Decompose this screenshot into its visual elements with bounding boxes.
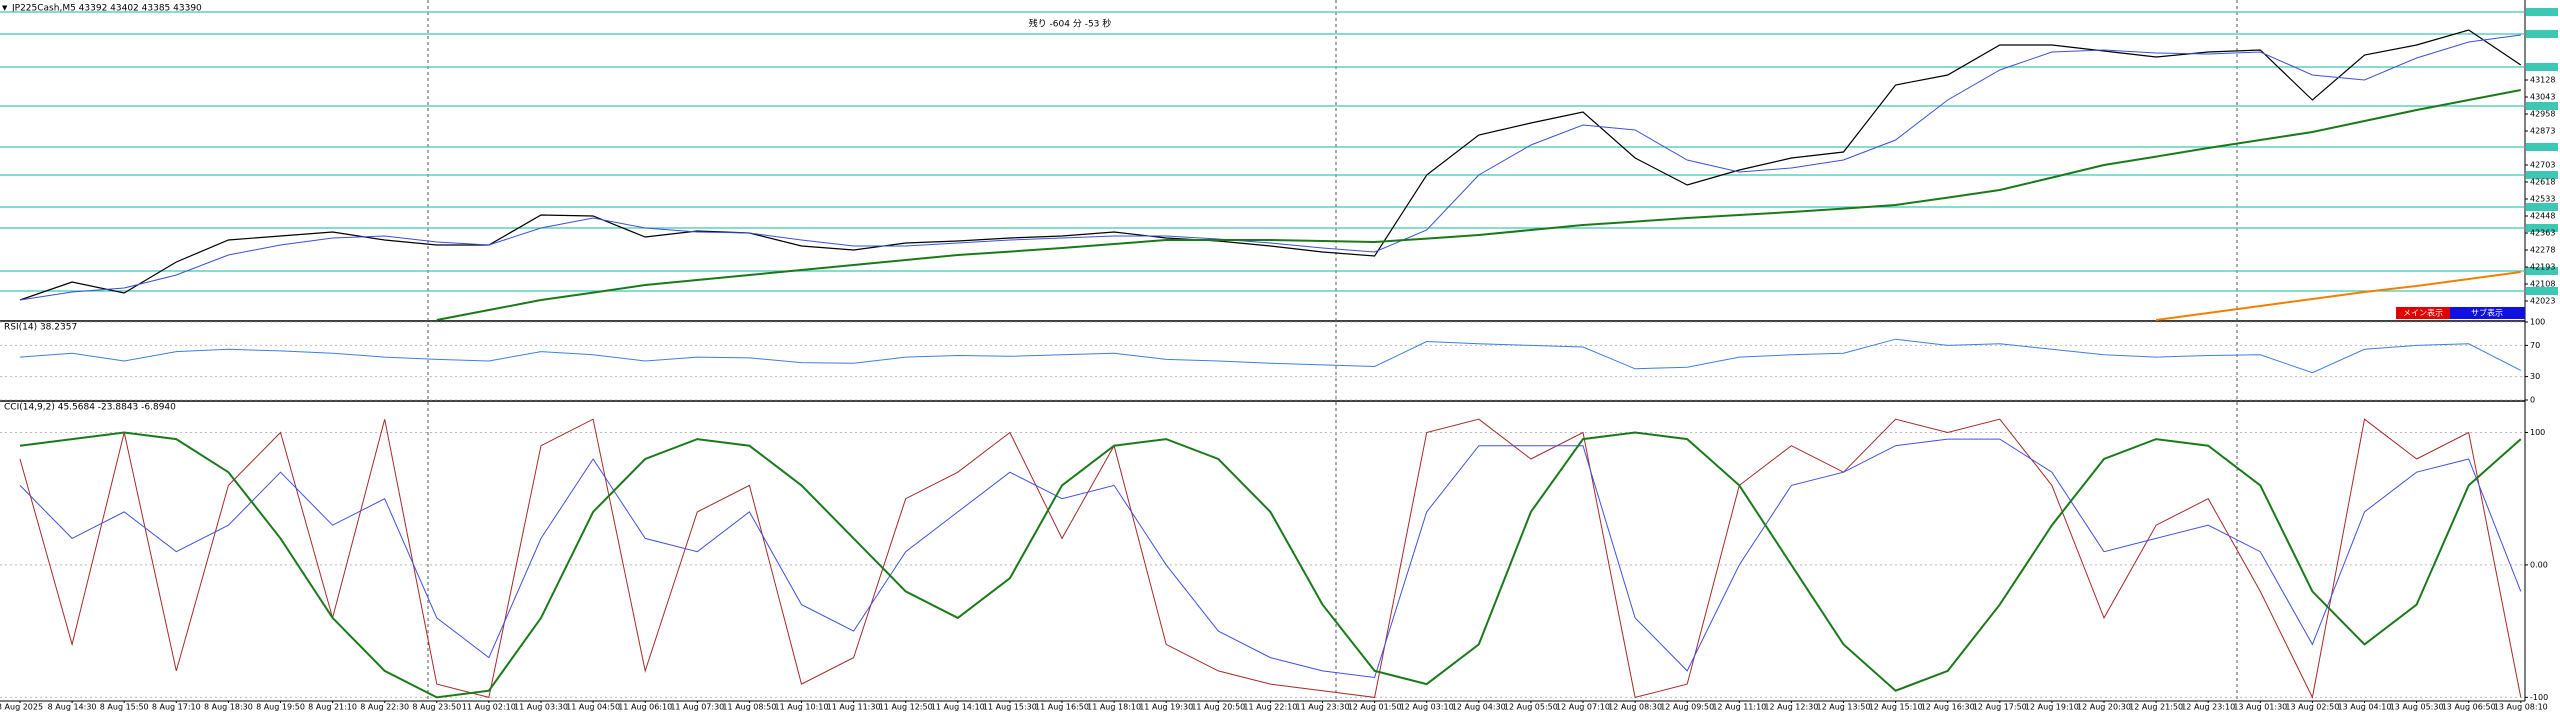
y-tick-label: 42703 [2530, 161, 2555, 170]
x-tick-label: 11 Aug 19:30 [1139, 703, 1193, 712]
sub-button[interactable] [2450, 307, 2525, 319]
x-tick-label: 11 Aug 04:50 [566, 703, 620, 712]
x-tick-label: 11 Aug 08:50 [722, 703, 776, 712]
x-tick-label: 11 Aug 12:50 [879, 703, 933, 712]
x-tick-label: 12 Aug 21:50 [2129, 703, 2183, 712]
x-tick-label: 8 Aug 23:50 [412, 703, 461, 712]
level-tag [2526, 203, 2558, 211]
x-tick-label: 11 Aug 14:10 [931, 703, 985, 712]
x-tick-label: 8 Aug 18:30 [204, 703, 253, 712]
x-tick-label: 13 Aug 02:50 [2285, 703, 2339, 712]
y-tick-label: 0.00 [2530, 560, 2548, 569]
x-tick-label: 13 Aug 01:30 [2233, 703, 2287, 712]
x-tick-label: 12 Aug 05:50 [1504, 703, 1558, 712]
x-tick-label: 8 Aug 22:30 [360, 703, 409, 712]
x-tick-label: 8 Aug 2025 [0, 703, 43, 712]
y-tick-label: 42023 [2530, 297, 2555, 306]
x-tick-label: 13 Aug 08:10 [2494, 703, 2548, 712]
y-tick-label: 100 [2530, 428, 2545, 437]
level-tag [2526, 287, 2558, 295]
x-tick-label: 11 Aug 22:10 [1243, 703, 1297, 712]
series-line [19, 418, 2522, 699]
x-tick-label: 8 Aug 14:30 [48, 703, 97, 712]
x-tick-label: 12 Aug 23:10 [2181, 703, 2235, 712]
y-tick-label: 42363 [2530, 229, 2555, 238]
level-tag [2526, 102, 2558, 110]
series-line [19, 29, 2522, 301]
sub-button-label[interactable]: サブ表示 [2471, 308, 2503, 318]
series-line [19, 438, 2522, 679]
y-tick-label: 42873 [2530, 127, 2555, 136]
y-tick-label: 30 [2530, 372, 2540, 381]
x-tick-label: 12 Aug 03:10 [1400, 703, 1454, 712]
x-tick-label: 11 Aug 16:50 [1035, 703, 1089, 712]
main-button-label[interactable]: メイン表示 [2403, 308, 2443, 318]
x-tick-label: 13 Aug 04:10 [2338, 703, 2392, 712]
x-tick-label: 11 Aug 02:10 [462, 703, 516, 712]
rsi-title: RSI(14) 38.2357 [4, 323, 77, 333]
x-tick-label: 11 Aug 11:30 [827, 703, 881, 712]
level-tag [2526, 171, 2558, 179]
y-tick-label: 42533 [2530, 195, 2555, 204]
y-tick-label: 100 [2530, 318, 2545, 327]
y-tick-label: 43043 [2530, 93, 2555, 102]
x-tick-label: 8 Aug 15:50 [100, 703, 149, 712]
y-tick-label: 42618 [2530, 178, 2555, 187]
main-button[interactable] [2396, 307, 2450, 319]
menu-arrow[interactable]: ▼ [2, 4, 8, 12]
chart-title: JP225Cash,M5 43392 43402 43385 43390 [11, 4, 202, 14]
x-tick-label: 12 Aug 11:10 [1712, 703, 1766, 712]
y-tick-label: 42958 [2530, 110, 2555, 119]
x-tick-label: 12 Aug 04:30 [1452, 703, 1506, 712]
y-tick-label: -100 [2530, 693, 2548, 702]
x-tick-label: 8 Aug 17:10 [152, 703, 201, 712]
series-line [436, 89, 2521, 321]
cci-title: CCI(14,9,2) 45.5684 -23.8843 -6.8940 [4, 403, 176, 413]
x-tick-label: 8 Aug 21:10 [308, 703, 357, 712]
x-tick-label: 12 Aug 09:50 [1660, 703, 1714, 712]
day-separators [427, 0, 2238, 701]
level-tag [2526, 143, 2558, 151]
x-tick-label: 12 Aug 16:30 [1921, 703, 1975, 712]
x-tick-label: 12 Aug 12:30 [1764, 703, 1818, 712]
series-line [2155, 271, 2521, 321]
level-tag [2526, 30, 2558, 38]
y-tick-label: 0 [2530, 396, 2535, 405]
x-tick-label: 11 Aug 07:30 [670, 703, 724, 712]
x-tick-label: 12 Aug 15:10 [1869, 703, 1923, 712]
level-tag [2526, 224, 2558, 232]
y-tick-label: 43128 [2530, 76, 2555, 85]
series-line [19, 34, 2521, 301]
series-line [19, 431, 2522, 699]
y-tick-label: 42193 [2530, 263, 2555, 272]
x-tick-label: 11 Aug 10:10 [775, 703, 829, 712]
countdown: 残り -604 分 -53 秒 [1029, 18, 1112, 30]
y-tick-label: 70 [2530, 341, 2540, 350]
x-tick-label: 12 Aug 01:50 [1348, 703, 1402, 712]
x-tick-label: 11 Aug 15:30 [983, 703, 1037, 712]
level-tag [2526, 63, 2558, 71]
x-tick-label: 12 Aug 07:10 [1556, 703, 1610, 712]
x-tick-label: 13 Aug 06:50 [2442, 703, 2496, 712]
level-tag [2526, 8, 2558, 16]
x-tick-label: 8 Aug 19:50 [256, 703, 305, 712]
x-tick-label: 13 Aug 05:30 [2390, 703, 2444, 712]
x-tick-label: 12 Aug 08:30 [1608, 703, 1662, 712]
level-tag [2526, 267, 2558, 275]
x-tick-label: 11 Aug 06:10 [618, 703, 672, 712]
y-tick-label: 42108 [2530, 280, 2555, 289]
y-tick-label: 42278 [2530, 246, 2555, 255]
y-tick-label: 42448 [2530, 212, 2555, 221]
x-tick-label: 11 Aug 18:10 [1087, 703, 1141, 712]
series-line [19, 338, 2522, 374]
x-tick-label: 11 Aug 20:50 [1191, 703, 1245, 712]
x-tick-label: 12 Aug 20:30 [2077, 703, 2131, 712]
x-tick-label: 11 Aug 03:30 [514, 703, 568, 712]
x-tick-label: 12 Aug 17:50 [1973, 703, 2027, 712]
x-tick-label: 12 Aug 19:10 [2025, 703, 2079, 712]
x-tick-label: 12 Aug 13:50 [1817, 703, 1871, 712]
x-tick-label: 11 Aug 23:30 [1296, 703, 1350, 712]
